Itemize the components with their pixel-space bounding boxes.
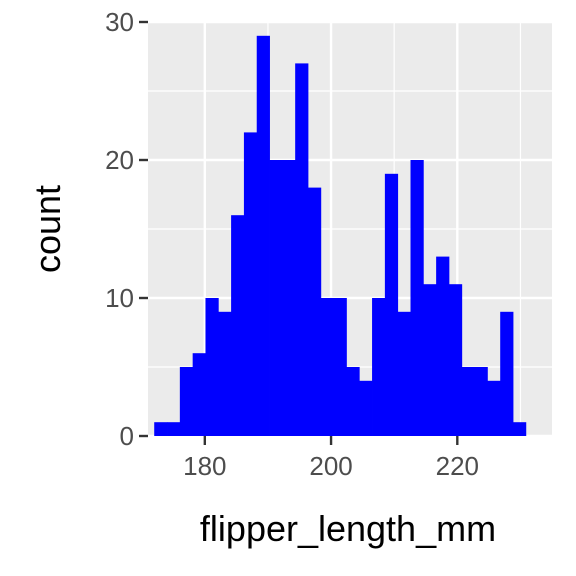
histogram-bar — [180, 367, 193, 436]
histogram-bar — [154, 422, 167, 436]
x-axis-title: flipper_length_mm — [200, 508, 496, 549]
histogram-bar — [513, 422, 526, 436]
histogram-bar — [205, 298, 218, 436]
histogram-bar — [500, 312, 513, 436]
histogram-bar — [257, 36, 270, 436]
histogram-bar — [462, 367, 475, 436]
x-tick-label: 220 — [436, 451, 479, 481]
histogram-bar — [193, 353, 206, 436]
histogram-bar — [385, 174, 398, 436]
histogram-bar — [308, 188, 321, 436]
y-tick-label: 0 — [120, 421, 134, 451]
histogram-bar — [282, 160, 295, 436]
histogram-bar — [475, 367, 488, 436]
histogram-bar — [346, 367, 359, 436]
y-tick-label: 10 — [105, 283, 134, 313]
x-tick-labels: 180 200 220 — [183, 451, 479, 481]
y-tick-label: 20 — [105, 145, 134, 175]
histogram-bar — [372, 298, 385, 436]
y-tick-label: 30 — [105, 7, 134, 37]
y-tick-labels: 0 10 20 30 — [105, 7, 134, 451]
histogram-bar — [449, 284, 462, 436]
histogram-bar — [398, 312, 411, 436]
histogram-bar — [487, 381, 500, 436]
y-axis-title: count — [27, 185, 68, 273]
histogram-bar — [244, 132, 257, 436]
histogram-bar — [334, 298, 347, 436]
x-tick-label: 200 — [309, 451, 352, 481]
histogram-bar — [423, 284, 436, 436]
histogram-bar — [295, 63, 308, 436]
histogram-bar — [167, 422, 180, 436]
histogram-bar — [218, 312, 231, 436]
histogram-bar — [359, 381, 372, 436]
histogram-bar — [231, 215, 244, 436]
histogram-bar — [436, 257, 449, 436]
x-tick-label: 180 — [183, 451, 226, 481]
histogram-bar — [321, 298, 334, 436]
histogram-bar — [270, 160, 283, 436]
histogram-bar — [411, 160, 424, 436]
